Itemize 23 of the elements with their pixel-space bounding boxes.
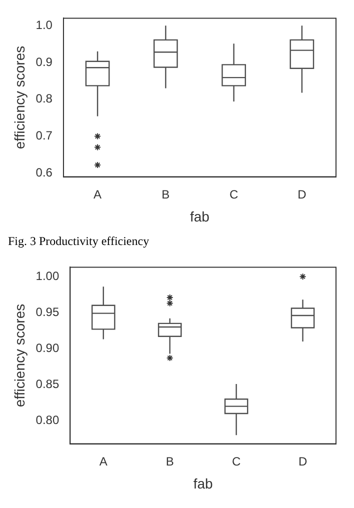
y-tick-label: 0.95 bbox=[36, 304, 60, 319]
x-tick-label: D bbox=[298, 454, 308, 468]
y-tick-label: 0.85 bbox=[36, 377, 60, 392]
y-tick-label: 0.8 bbox=[36, 92, 53, 106]
x-axis-title: fab bbox=[193, 475, 214, 492]
y-tick-label: 1.0 bbox=[36, 18, 53, 32]
x-axis-title: fab bbox=[190, 208, 210, 224]
x-tick-label: B bbox=[162, 187, 170, 202]
y-tick-label: 0.90 bbox=[36, 340, 60, 355]
y-tick-label: 0.6 bbox=[36, 165, 53, 180]
y-tick-label: 1.00 bbox=[36, 268, 60, 283]
x-tick-label: D bbox=[298, 187, 307, 202]
x-tick-label: A bbox=[99, 454, 108, 468]
caption: Fig. 3 Productivity efficiency bbox=[8, 234, 150, 249]
y-axis-title: efficiency scores bbox=[11, 46, 28, 150]
y-axis-title: efficiency scores bbox=[11, 304, 28, 408]
x-tick-label: C bbox=[232, 454, 241, 468]
x-tick-label: B bbox=[166, 454, 174, 468]
y-tick-label: 0.9 bbox=[36, 54, 53, 69]
y-tick-label: 0.80 bbox=[36, 413, 60, 428]
y-tick-label: 0.7 bbox=[36, 128, 53, 143]
x-tick-label: C bbox=[229, 187, 238, 202]
x-tick-label: A bbox=[94, 187, 102, 202]
